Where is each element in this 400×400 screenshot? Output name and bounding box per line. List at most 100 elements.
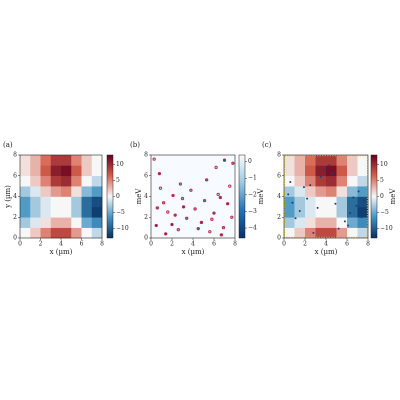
scatter-point <box>331 172 334 175</box>
heatmap-cell <box>91 155 103 166</box>
y-tick-label: 2 <box>144 214 148 221</box>
scatter-point <box>294 217 297 220</box>
scatter-point <box>212 211 216 215</box>
heatmap-cell <box>347 186 358 197</box>
heatmap-cell <box>294 186 306 197</box>
heatmap-cell <box>294 196 306 208</box>
colorbar-tick-label: −10 <box>116 225 129 232</box>
x-tick-label: 4 <box>59 241 63 248</box>
colorbar <box>370 154 378 239</box>
heatmap-cell <box>50 227 62 239</box>
heatmap-cell <box>284 217 295 228</box>
heatmap-cell <box>336 186 348 197</box>
colorbar-tick-label: −5 <box>380 209 389 216</box>
heatmap-cell <box>61 206 72 218</box>
heatmap-cell <box>61 217 72 228</box>
panel-label: (c) <box>262 141 272 149</box>
heatmap-cell <box>20 155 31 166</box>
scatter-point <box>180 196 185 201</box>
heatmap-cell <box>71 165 82 177</box>
scatter-point <box>152 157 156 161</box>
colorbar-tick-label: 0 <box>248 158 252 165</box>
colorbar-tick-label: 10 <box>116 161 124 168</box>
scatter-point <box>171 193 175 198</box>
y-tick-label: 6 <box>277 172 281 179</box>
scatter-point <box>221 225 226 230</box>
colorbar-tick-label: −2 <box>248 191 257 198</box>
heatmap-cell <box>305 186 316 197</box>
x-axis-label: x (µm) <box>50 248 73 256</box>
heatmap-cell <box>20 227 31 239</box>
scatter-point <box>309 184 312 187</box>
x-tick-label: 2 <box>170 241 174 248</box>
scatter-point <box>218 195 222 200</box>
heatmap-cell <box>315 196 327 208</box>
heatmap-cell <box>284 186 295 197</box>
scatter-point <box>287 193 290 196</box>
x-tick-label: 6 <box>212 241 216 248</box>
scatter-point <box>337 227 340 230</box>
x-tick-label: 8 <box>100 241 104 248</box>
heatmap-cell <box>294 155 306 166</box>
heatmap-cell <box>91 186 103 197</box>
heatmap-cell <box>336 217 348 228</box>
heatmap-cell <box>61 186 72 197</box>
heatmap-cell <box>20 175 31 187</box>
heatmap-cell <box>20 217 31 228</box>
x-tick-label: 4 <box>191 241 195 248</box>
scatter-point <box>196 227 200 231</box>
colorbar-tick-label: 0 <box>116 193 120 200</box>
heatmap-cell <box>30 175 41 187</box>
heatmap-cell <box>50 196 62 208</box>
heatmap-cell <box>50 206 62 218</box>
colorbar-tick-label: −4 <box>248 225 257 232</box>
heatmap-cell <box>357 175 369 187</box>
heatmap-cell <box>305 196 316 208</box>
heatmap-cell <box>294 217 306 228</box>
scatter-point <box>302 186 305 189</box>
heatmap-cell <box>315 186 327 197</box>
heatmap-cell <box>347 155 358 166</box>
heatmap-cell <box>336 206 348 218</box>
scatter-point <box>155 206 159 210</box>
heatmap-cell <box>30 227 41 239</box>
heatmap-cell <box>336 196 348 208</box>
heatmap-cell <box>61 165 72 177</box>
colorbar-label: meV <box>389 188 397 205</box>
heatmap-cell <box>305 165 316 177</box>
heatmap-cell <box>50 165 62 177</box>
scatter-point <box>362 199 365 202</box>
y-tick-label: 8 <box>277 152 281 159</box>
scatter-point <box>219 233 224 237</box>
heatmap-cell <box>91 175 103 187</box>
heatmap-cell <box>30 196 41 208</box>
heatmap-cell <box>357 155 369 166</box>
heatmap-cell <box>315 227 327 239</box>
heatmap-cell <box>294 206 306 218</box>
heatmap-cell <box>357 206 369 218</box>
heatmap-cell <box>91 217 103 228</box>
scatter-point <box>312 231 315 234</box>
scatter-point <box>334 202 337 205</box>
heatmap-cell <box>315 155 327 166</box>
y-tick-label: 0 <box>144 235 148 242</box>
colorbar-tick-label: −5 <box>116 209 125 216</box>
scatter-point <box>231 161 235 165</box>
scatter-point <box>208 230 212 234</box>
heatmap-cell <box>336 175 348 187</box>
y-axis-label: meV <box>135 188 143 205</box>
heatmap-cell <box>347 175 358 187</box>
heatmap-cell <box>71 217 82 228</box>
colorbar <box>106 154 114 239</box>
scatter-point <box>202 198 207 203</box>
y-tick-label: 8 <box>144 152 148 159</box>
heatmap-cell <box>305 227 316 239</box>
colorbar-label: meV <box>257 188 265 205</box>
heatmap-cell <box>81 186 93 197</box>
heatmap-cell <box>71 196 82 208</box>
y-tick-label: 0 <box>13 235 17 242</box>
heatmap-cell <box>326 186 337 197</box>
heatmap-cell <box>347 196 358 208</box>
scatter-point <box>319 175 322 178</box>
heatmap-cell <box>315 175 327 187</box>
